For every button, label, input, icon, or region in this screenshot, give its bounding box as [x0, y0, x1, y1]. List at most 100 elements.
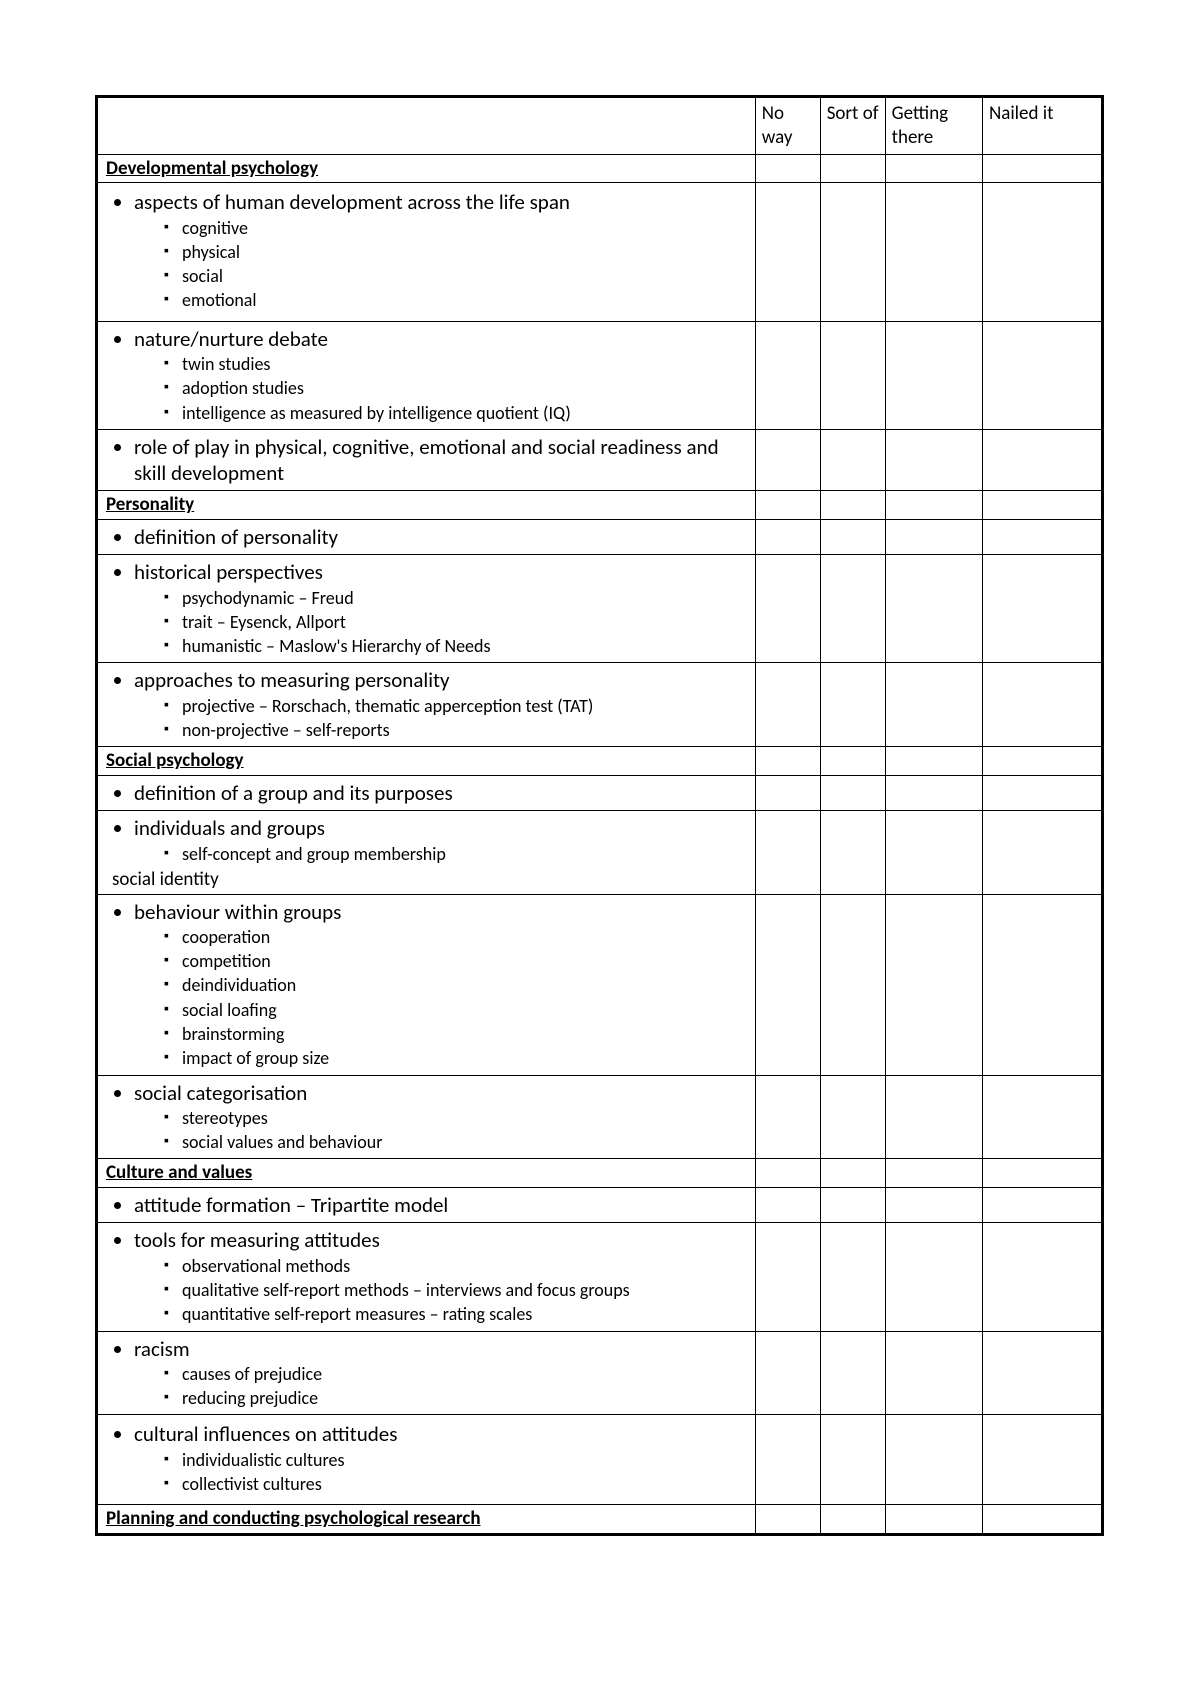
rating-cell-c[interactable] [885, 1331, 982, 1415]
rating-cell-c[interactable] [885, 663, 982, 747]
topic-cell: Planning and conducting psychological re… [98, 1505, 756, 1534]
rating-cell-a[interactable] [755, 1223, 820, 1331]
rating-cell-a[interactable] [755, 154, 820, 183]
rating-cell-d[interactable] [982, 1075, 1101, 1159]
level1-list: racismcauses of prejudicereducing prejud… [106, 1336, 747, 1411]
rating-cell-c[interactable] [885, 1075, 982, 1159]
rating-cell-a[interactable] [755, 1331, 820, 1415]
rating-cell-c[interactable] [885, 894, 982, 1075]
rating-cell-c[interactable] [885, 811, 982, 894]
rating-cell-a[interactable] [755, 1415, 820, 1505]
level2-item: competition [164, 949, 747, 973]
rating-cell-a[interactable] [755, 1159, 820, 1188]
rating-cell-b[interactable] [820, 747, 885, 776]
rating-cell-c[interactable] [885, 747, 982, 776]
section-title: Planning and conducting psychological re… [106, 1507, 481, 1530]
rating-cell-a[interactable] [755, 811, 820, 894]
rating-cell-c[interactable] [885, 154, 982, 183]
level2-list: psychodynamic – Freudtrait – Eysenck, Al… [134, 586, 747, 659]
rating-cell-d[interactable] [982, 321, 1101, 429]
table-row: definition of a group and its purposes [98, 776, 1102, 811]
rating-cell-d[interactable] [982, 183, 1101, 321]
rating-cell-d[interactable] [982, 520, 1101, 555]
rating-cell-c[interactable] [885, 1159, 982, 1188]
rating-cell-d[interactable] [982, 154, 1101, 183]
topic-cell: behaviour within groupscooperationcompet… [98, 894, 756, 1075]
rating-cell-d[interactable] [982, 491, 1101, 520]
header-col-c: Getting there [885, 98, 982, 155]
rating-cell-a[interactable] [755, 894, 820, 1075]
level1-item-text: cultural influences on attitudes [134, 1421, 397, 1447]
rating-cell-b[interactable] [820, 1075, 885, 1159]
rating-cell-c[interactable] [885, 183, 982, 321]
rating-cell-a[interactable] [755, 1505, 820, 1534]
rating-cell-a[interactable] [755, 1075, 820, 1159]
rating-cell-d[interactable] [982, 1415, 1101, 1505]
level2-item: individualistic cultures [164, 1448, 747, 1472]
level2-item: brainstorming [164, 1022, 747, 1046]
rating-cell-d[interactable] [982, 555, 1101, 663]
topic-cell: Personality [98, 491, 756, 520]
rating-cell-b[interactable] [820, 1188, 885, 1223]
rating-cell-a[interactable] [755, 776, 820, 811]
rating-cell-d[interactable] [982, 811, 1101, 894]
rating-cell-a[interactable] [755, 429, 820, 491]
rating-cell-a[interactable] [755, 520, 820, 555]
rating-cell-b[interactable] [820, 183, 885, 321]
rating-cell-a[interactable] [755, 1188, 820, 1223]
rating-cell-b[interactable] [820, 811, 885, 894]
level2-item: non-projective – self-reports [164, 718, 747, 742]
level1-item: individuals and groupsself-concept and g… [134, 815, 747, 866]
rating-cell-d[interactable] [982, 1159, 1101, 1188]
level1-item-text: tools for measuring attitudes [134, 1227, 380, 1253]
rating-cell-d[interactable] [982, 894, 1101, 1075]
rating-cell-c[interactable] [885, 321, 982, 429]
table-row: individuals and groupsself-concept and g… [98, 811, 1102, 894]
rating-cell-b[interactable] [820, 1415, 885, 1505]
rating-cell-b[interactable] [820, 1331, 885, 1415]
rating-cell-c[interactable] [885, 491, 982, 520]
rating-cell-b[interactable] [820, 520, 885, 555]
level2-list: individualistic culturescollectivist cul… [134, 1448, 747, 1497]
table-row: attitude formation – Tripartite model [98, 1188, 1102, 1223]
rating-cell-d[interactable] [982, 1188, 1101, 1223]
rating-cell-a[interactable] [755, 321, 820, 429]
rating-cell-b[interactable] [820, 894, 885, 1075]
rating-cell-b[interactable] [820, 1505, 885, 1534]
rating-cell-b[interactable] [820, 491, 885, 520]
rating-cell-a[interactable] [755, 183, 820, 321]
rating-cell-d[interactable] [982, 1505, 1101, 1534]
rating-cell-c[interactable] [885, 520, 982, 555]
level2-item: physical [164, 240, 747, 264]
rating-cell-a[interactable] [755, 491, 820, 520]
rating-cell-b[interactable] [820, 555, 885, 663]
table-row: racismcauses of prejudicereducing prejud… [98, 1331, 1102, 1415]
rating-cell-c[interactable] [885, 1188, 982, 1223]
table-row: behaviour within groupscooperationcompet… [98, 894, 1102, 1075]
rating-cell-d[interactable] [982, 1223, 1101, 1331]
rating-cell-a[interactable] [755, 747, 820, 776]
rating-cell-d[interactable] [982, 1331, 1101, 1415]
rating-cell-c[interactable] [885, 1415, 982, 1505]
level1-item: historical perspectivespsychodynamic – F… [134, 559, 747, 658]
rating-cell-b[interactable] [820, 321, 885, 429]
rating-cell-c[interactable] [885, 429, 982, 491]
rating-cell-d[interactable] [982, 747, 1101, 776]
rating-cell-c[interactable] [885, 555, 982, 663]
rating-cell-b[interactable] [820, 429, 885, 491]
rating-cell-a[interactable] [755, 555, 820, 663]
rating-cell-c[interactable] [885, 1223, 982, 1331]
rating-cell-b[interactable] [820, 154, 885, 183]
rating-cell-d[interactable] [982, 663, 1101, 747]
rating-cell-b[interactable] [820, 1159, 885, 1188]
level2-list: cooperationcompetitiondeindividuationsoc… [134, 925, 747, 1071]
rating-cell-d[interactable] [982, 429, 1101, 491]
rating-cell-b[interactable] [820, 663, 885, 747]
rating-cell-c[interactable] [885, 776, 982, 811]
level2-item: cooperation [164, 925, 747, 949]
rating-cell-c[interactable] [885, 1505, 982, 1534]
rating-cell-d[interactable] [982, 776, 1101, 811]
rating-cell-b[interactable] [820, 776, 885, 811]
rating-cell-a[interactable] [755, 663, 820, 747]
rating-cell-b[interactable] [820, 1223, 885, 1331]
